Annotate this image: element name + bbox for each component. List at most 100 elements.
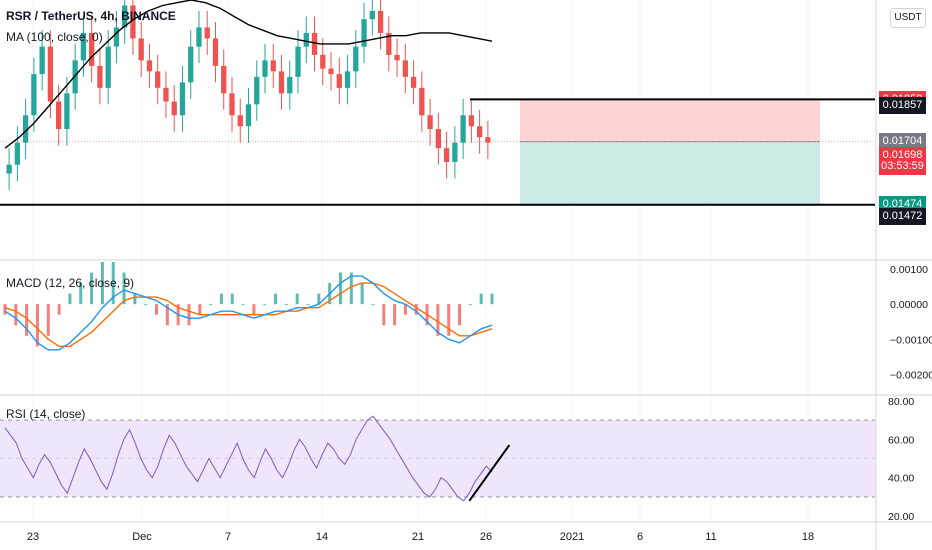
candle-body <box>122 5 128 28</box>
horizontal-levels[interactable] <box>0 98 875 206</box>
candle-body <box>155 71 161 88</box>
candle-body <box>303 32 309 47</box>
candle-body <box>485 137 491 143</box>
candle-body <box>328 68 334 75</box>
candle-body <box>105 46 111 88</box>
time-axis-label: 2021 <box>560 531 584 543</box>
macd-histogram-bar <box>230 293 234 305</box>
candle-body <box>171 101 177 116</box>
time-axis-label: 11 <box>705 531 716 543</box>
macd-histogram-bar <box>403 304 407 315</box>
macd-histogram-bar <box>241 304 245 306</box>
time-axis-label: Dec <box>132 531 152 543</box>
macd-axis-label: −0.00100 <box>890 334 932 346</box>
candle-body <box>476 126 483 138</box>
candle-body <box>138 38 144 61</box>
macd-histogram-bar <box>14 304 18 326</box>
macd-axis-label: 0.00100 <box>890 264 928 276</box>
candle-body <box>22 115 29 143</box>
macd-histogram-bar <box>133 293 137 305</box>
time-axis-label: 14 <box>316 531 328 543</box>
currency-badge[interactable]: USDT <box>890 8 926 28</box>
rsi-line <box>4 415 493 502</box>
rsi-legend[interactable]: RSI (14, close) <box>6 407 86 421</box>
macd-legend[interactable]: MACD (12, 26, close, 9) <box>6 276 135 290</box>
symbol-title[interactable]: RSR / TetherUS, 4h, BINANCE <box>6 9 176 23</box>
time-axis-label: 18 <box>802 531 814 543</box>
price-tag: 03:53:59 <box>879 158 926 176</box>
time-axis-label: 23 <box>27 531 39 543</box>
macd-histogram-bar <box>414 304 418 315</box>
macd-histogram-bar <box>317 293 321 305</box>
ma-legend[interactable]: MA (100, close, 0) <box>6 30 103 44</box>
candle-body <box>270 60 276 72</box>
macd-histogram-bar <box>198 304 202 315</box>
macd-histogram-bar <box>490 293 494 305</box>
candle-body <box>89 32 95 66</box>
macd-histogram-bar <box>306 304 310 306</box>
rsi-trendline <box>468 444 511 502</box>
time-axis[interactable]: 23 Dec 7 14 21 26 2021 6 11 18 <box>27 531 814 543</box>
candle-body <box>237 115 243 127</box>
macd-histogram-bar <box>111 262 115 305</box>
macd-histogram-bar <box>100 262 104 305</box>
macd-histogram-bar <box>393 304 397 326</box>
time-axis-label: 26 <box>480 531 492 543</box>
candle-body <box>188 46 194 83</box>
macd-histogram-bar <box>338 272 342 305</box>
macd-histogram-bar <box>479 293 483 305</box>
candle-body <box>410 76 417 88</box>
macd-histogram-bar <box>382 304 386 326</box>
macd-signal-line <box>4 282 493 347</box>
candle-body <box>196 27 202 47</box>
candle-body <box>212 38 219 66</box>
macd-histogram-bar <box>122 272 126 305</box>
candle-body <box>14 142 21 165</box>
macd-line <box>4 275 493 351</box>
candle-body <box>97 65 103 88</box>
candle-body <box>377 10 384 33</box>
candle-body <box>278 71 285 94</box>
candle-body <box>6 164 12 174</box>
rsi-axis-label: 40.00 <box>888 473 914 485</box>
candle-body <box>295 46 301 77</box>
macd-histogram-bar <box>209 304 213 306</box>
candle-body <box>113 27 120 47</box>
macd-histogram-bar <box>274 293 278 305</box>
price-tag: 0.01857 <box>879 97 926 115</box>
candle-body <box>386 32 392 55</box>
candle-body <box>31 74 37 116</box>
candle-body <box>72 60 78 94</box>
macd-histogram-bar <box>187 304 191 326</box>
candle-body <box>163 87 169 102</box>
candle-body <box>460 115 466 143</box>
time-axis-label: 6 <box>637 531 643 543</box>
macd-histogram-bar <box>436 304 440 336</box>
position-zones <box>0 99 875 205</box>
macd-axis-label: 0.00000 <box>890 299 928 311</box>
candle-body <box>320 54 326 69</box>
candle-body <box>369 10 375 20</box>
rsi-axis-label: 20.00 <box>888 511 914 523</box>
macd-histogram-bar <box>295 293 299 305</box>
macd-histogram-bar <box>468 304 472 306</box>
candle-body <box>254 76 260 105</box>
candle-body <box>39 46 45 75</box>
macd-histogram-bar <box>263 304 267 306</box>
macd-histogram-bar <box>447 304 451 336</box>
macd-histogram-bar <box>219 293 223 305</box>
rsi-axis-label: 80.00 <box>888 396 914 408</box>
candle-body <box>229 93 235 116</box>
stop-loss-zone <box>520 99 820 142</box>
candle-body <box>452 142 458 162</box>
take-profit-zone <box>520 141 820 205</box>
candle-body <box>245 104 252 127</box>
macd-histogram-bar <box>360 283 364 305</box>
rsi-pane <box>0 415 875 502</box>
candle-body <box>361 19 367 47</box>
price-axis[interactable]: 0.00100 0.00000 −0.00100 −0.00200 80.00 60.00… <box>888 264 932 523</box>
time-axis-label: 21 <box>412 531 424 543</box>
candle-body <box>64 93 70 129</box>
